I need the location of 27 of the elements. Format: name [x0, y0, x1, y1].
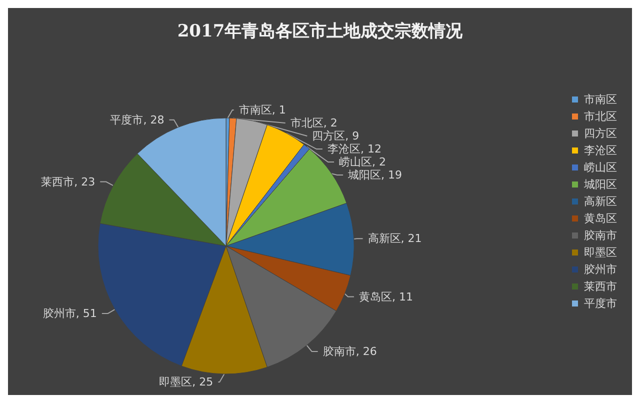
legend-label: 胶南市	[584, 229, 617, 242]
legend-label: 四方区	[584, 127, 617, 140]
data-label: 市南区, 1	[238, 104, 286, 117]
legend-label: 李沧区	[584, 144, 617, 157]
data-label: 平度市, 28	[110, 113, 164, 126]
legend-label: 市北区	[584, 110, 617, 123]
legend-label: 高新区	[584, 195, 617, 208]
data-label: 胶南市, 26	[322, 344, 377, 358]
legend-label: 黄岛区	[584, 212, 617, 225]
legend-label: 市南区	[584, 93, 617, 106]
data-label: 城阳区, 19	[347, 168, 402, 182]
legend-label: 莱西市	[584, 280, 617, 293]
data-label: 莱西市, 23	[41, 175, 96, 188]
data-label: 高新区, 21	[368, 232, 422, 246]
data-label: 即墨区, 25	[159, 375, 214, 388]
data-label: 市北区, 2	[290, 116, 338, 130]
legend-label: 城阳区	[583, 178, 617, 191]
legend-label: 平度市	[584, 297, 617, 310]
legend-label: 胶州市	[584, 263, 617, 276]
legend-label: 即墨区	[584, 246, 617, 259]
data-label: 四方区, 9	[312, 130, 360, 143]
chart-title: 2017年青岛各区市土地成交宗数情况	[177, 22, 464, 42]
data-label: 黄岛区, 11	[358, 290, 413, 304]
legend-label: 崂山区	[584, 161, 617, 174]
data-label: 崂山区, 2	[339, 156, 386, 169]
data-label: 李沧区, 12	[327, 142, 382, 156]
data-label: 胶州市, 51	[42, 306, 97, 320]
